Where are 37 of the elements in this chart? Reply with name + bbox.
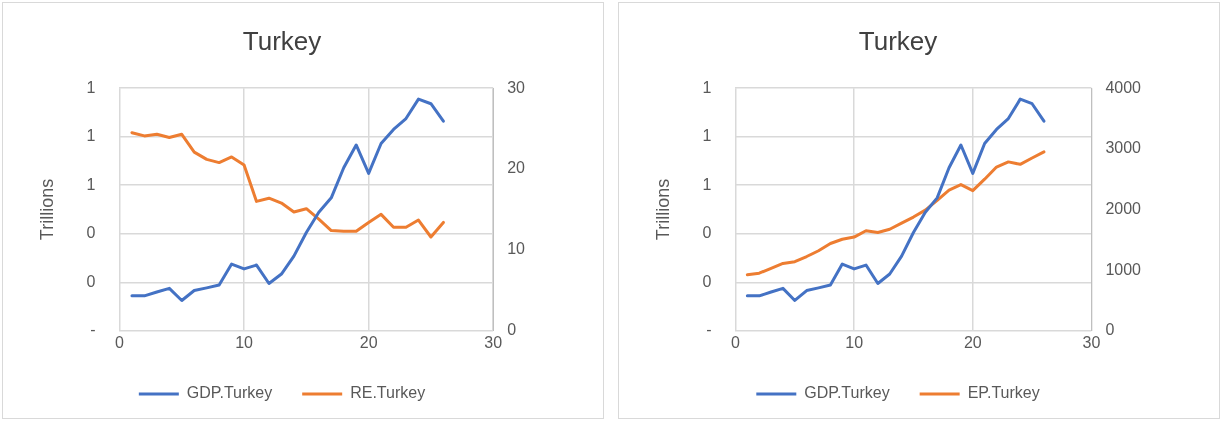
y2-tick-label: 0 xyxy=(507,321,517,339)
chart-title: Turkey xyxy=(858,25,938,56)
legend-label: EP.Turkey xyxy=(967,384,1040,402)
y-tick-label: 1 xyxy=(86,175,96,193)
y2-tick-label: 20 xyxy=(507,159,526,177)
y-tick-label: 1 xyxy=(702,175,712,193)
y-tick-label: 0 xyxy=(702,224,712,242)
legend-label: RE.Turkey xyxy=(350,384,426,402)
y-tick-label: 1 xyxy=(86,78,96,96)
y-axis-title: Trillions xyxy=(36,178,57,241)
x-tick-label: 30 xyxy=(484,333,503,351)
chart-title: Turkey xyxy=(242,25,322,56)
y2-tick-label: 4000 xyxy=(1105,78,1142,96)
y-tick-label: 0 xyxy=(86,272,96,290)
legend-label: GDP.Turkey xyxy=(804,384,890,402)
y2-tick-label: 10 xyxy=(507,240,526,258)
x-tick-label: 30 xyxy=(1082,333,1101,351)
y-tick-label: 1 xyxy=(86,127,96,145)
x-tick-label: 10 xyxy=(235,333,254,351)
y2-tick-label: 0 xyxy=(1105,321,1115,339)
y-tick-label: - xyxy=(90,321,96,339)
x-tick-label: 0 xyxy=(731,333,741,351)
y-tick-label: 0 xyxy=(86,224,96,242)
x-tick-label: 20 xyxy=(963,333,982,351)
y-axis-title: Trillions xyxy=(652,178,673,241)
y-tick-label: 1 xyxy=(702,78,712,96)
y2-tick-label: 2000 xyxy=(1105,199,1142,217)
y2-tick-label: 3000 xyxy=(1105,139,1142,157)
x-tick-label: 0 xyxy=(115,333,125,351)
y-tick-label: - xyxy=(706,321,712,339)
y-tick-label: 0 xyxy=(702,272,712,290)
x-tick-label: 20 xyxy=(359,333,378,351)
y2-tick-label: 30 xyxy=(507,78,526,96)
x-tick-label: 10 xyxy=(845,333,864,351)
y2-tick-label: 1000 xyxy=(1105,260,1142,278)
y-tick-label: 1 xyxy=(702,127,712,145)
legend-label: GDP.Turkey xyxy=(186,384,273,402)
